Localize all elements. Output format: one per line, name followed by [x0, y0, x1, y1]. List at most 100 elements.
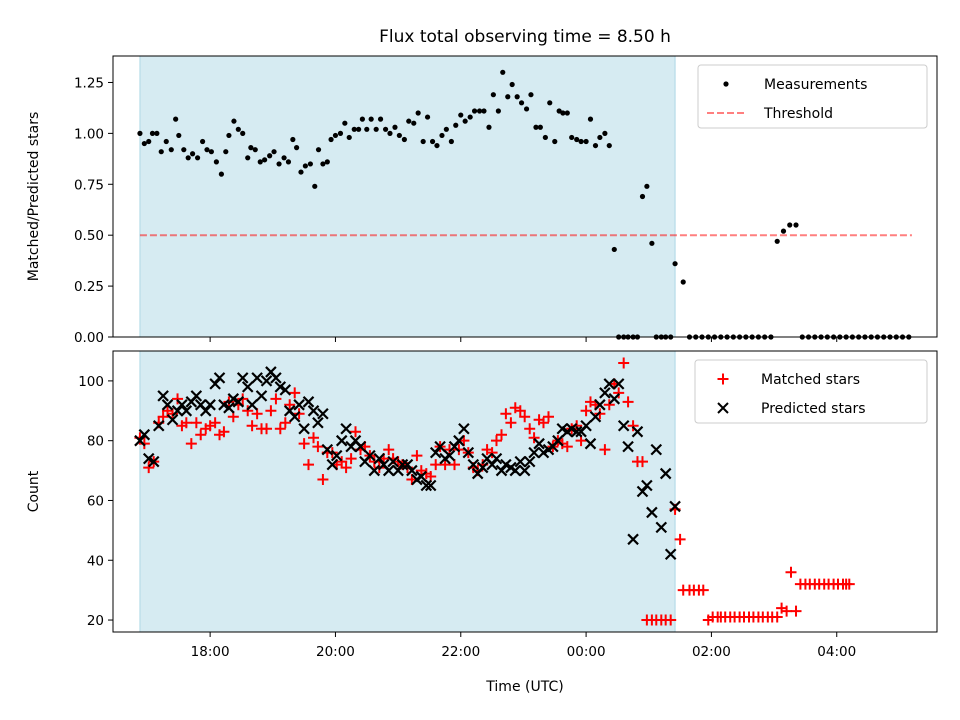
predicted-star-point	[157, 390, 169, 402]
measurement-point	[578, 138, 584, 145]
matched-star-point	[430, 459, 442, 471]
measurement-point	[639, 193, 646, 200]
matched-star-point	[622, 396, 634, 408]
matched-star-point	[303, 459, 315, 471]
bottom-y-tick-label: 40	[87, 553, 104, 569]
measurement-point	[293, 145, 300, 151]
measurement-point	[231, 118, 237, 124]
measurement-point	[583, 138, 589, 145]
matched-star-point	[270, 393, 282, 405]
measurement-point	[495, 108, 501, 114]
matched-star-point	[308, 432, 320, 444]
predicted-star-point	[152, 419, 165, 432]
measurement-point	[569, 134, 575, 141]
matched-star-point	[771, 611, 783, 623]
predicted-star-point	[288, 410, 301, 423]
matched-star-point	[284, 399, 296, 411]
measurement-point	[481, 108, 487, 114]
predicted-star-point	[255, 390, 268, 402]
bottom-axes-frame	[112, 350, 938, 633]
measurement-point	[281, 155, 287, 161]
matched-star-point	[613, 387, 625, 399]
predicted-star-point	[382, 464, 395, 477]
matched-star-point	[218, 426, 230, 438]
predicted-star-point	[476, 461, 489, 474]
measurement-point	[415, 110, 421, 116]
measurement-point	[176, 132, 182, 139]
predicted-star-point	[669, 500, 681, 513]
measurement-point	[574, 136, 580, 143]
predicted-star-point	[594, 399, 606, 411]
measurement-point	[359, 116, 365, 122]
predicted-star-point	[392, 464, 404, 477]
predicted-star-point	[467, 458, 480, 471]
measurement-point	[208, 149, 214, 155]
matched-star-point	[599, 444, 611, 456]
measurement-point	[194, 155, 201, 161]
measurement-point	[298, 169, 304, 175]
matched-star-point	[289, 387, 301, 399]
measurement-point	[276, 161, 282, 167]
measurement-point	[320, 161, 326, 167]
top-y-tick-label: 0.25	[74, 279, 104, 295]
matched-star-point	[781, 605, 793, 617]
measurement-point	[453, 122, 459, 128]
measurement-point	[351, 126, 357, 132]
predicted-star-point	[580, 419, 592, 432]
matched-star-point	[242, 405, 254, 417]
predicted-star-point	[664, 548, 677, 561]
predicted-star-point	[293, 399, 305, 411]
measurement-point	[262, 157, 268, 163]
predicted-star-point	[364, 449, 376, 462]
top-y-axis-label: Matched/Predicted stars	[26, 112, 42, 282]
predicted-star-point	[199, 405, 212, 417]
x-tick-label: 22:00	[441, 644, 480, 660]
predicted-star-point	[420, 479, 433, 492]
matched-star-point	[636, 456, 648, 468]
measurement-point	[324, 159, 330, 165]
measurement-point	[267, 153, 273, 159]
measurement-point	[342, 120, 348, 126]
legend-matched-marker	[717, 373, 729, 385]
bottom-y-axis-label: Count	[26, 470, 42, 512]
top-axes-frame	[112, 55, 938, 338]
top-y-tick-label: 1.25	[74, 75, 104, 91]
measurement-point	[168, 147, 174, 153]
predicted-star-point	[401, 458, 414, 471]
measurement-point	[467, 114, 473, 120]
predicted-star-point	[636, 485, 649, 498]
predicted-star-point	[646, 506, 658, 519]
measurement-point	[649, 240, 655, 246]
measurement-point	[200, 138, 206, 145]
measurement-point	[185, 155, 191, 161]
predicted-star-point	[241, 381, 254, 393]
matched-star-point	[697, 584, 709, 596]
measurement-point	[315, 147, 322, 153]
predicted-star-point	[330, 449, 343, 462]
predicted-star-point	[627, 533, 639, 546]
measurement-point	[173, 116, 179, 122]
measurement-point	[149, 130, 156, 136]
measurement-point	[235, 126, 241, 132]
x-tick-label: 18:00	[191, 644, 230, 660]
predicted-star-point	[354, 440, 367, 453]
top-y-tick-label: 0.00	[74, 330, 104, 346]
matched-star-point	[627, 420, 639, 432]
predicted-star-point	[528, 446, 540, 459]
matched-star-point	[317, 474, 329, 486]
bottom-legend-label: Matched stars	[761, 372, 860, 388]
measurement-point	[373, 126, 379, 132]
predicted-star-point	[236, 372, 249, 384]
predicted-star-point	[251, 372, 263, 384]
measurement-point	[602, 130, 608, 136]
bottom-y-tick-label: 20	[87, 613, 104, 629]
predicted-star-point	[190, 390, 203, 402]
measurement-point	[528, 92, 534, 98]
predicted-star-point	[176, 399, 188, 411]
chart-title: Flux total observing time = 8.50 h	[379, 27, 671, 47]
matched-star-point	[340, 462, 352, 474]
x-tick-label: 20:00	[316, 644, 355, 660]
matched-star-point	[490, 435, 502, 447]
measurement-point	[377, 116, 384, 122]
measurement-point	[793, 222, 799, 228]
